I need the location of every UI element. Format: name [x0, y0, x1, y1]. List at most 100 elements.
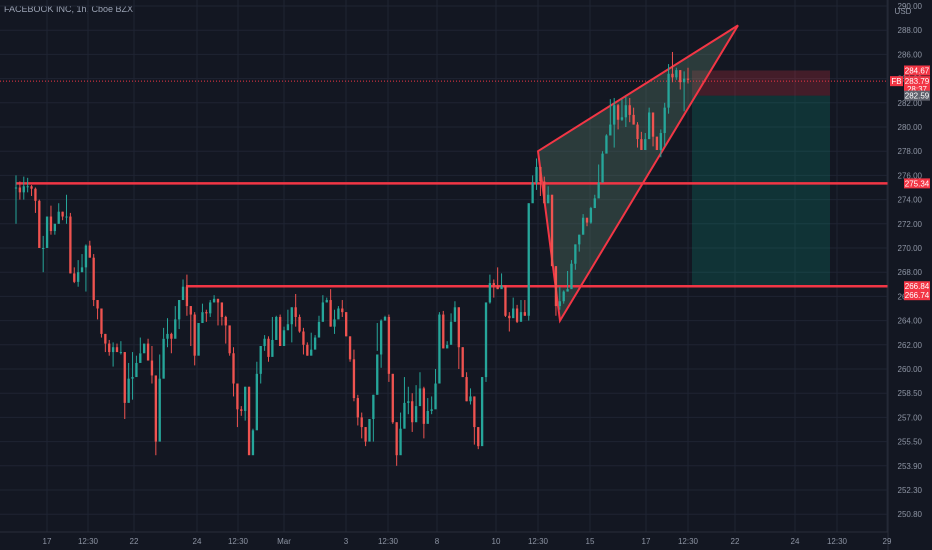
price-tag: 266.74 — [904, 290, 930, 301]
candle — [146, 338, 150, 361]
candle — [236, 383, 239, 428]
y-tick-label: 288.00 — [898, 26, 923, 35]
candle — [562, 290, 565, 304]
x-tick-label: 8 — [435, 537, 440, 546]
y-tick-label: 280.00 — [898, 123, 923, 132]
candle — [356, 394, 359, 426]
candle — [395, 422, 398, 466]
y-tick-label: 253.90 — [898, 462, 923, 471]
price-tag: 282.59 — [904, 90, 930, 101]
candle — [18, 181, 22, 200]
candle — [512, 297, 515, 319]
x-tick-label: 12:30 — [228, 537, 249, 546]
candle — [636, 122, 639, 148]
candle — [620, 99, 624, 121]
candle — [632, 107, 635, 125]
candle — [519, 300, 523, 322]
candle — [216, 298, 220, 326]
candle — [616, 104, 620, 130]
y-tick-label: 258.50 — [898, 389, 923, 398]
candle — [80, 254, 84, 273]
y-tick-label: 250.80 — [898, 510, 923, 519]
stop-zone — [692, 70, 830, 96]
candle — [111, 342, 115, 367]
candle — [127, 362, 130, 403]
candle — [42, 235, 45, 273]
candle — [570, 260, 573, 290]
candle — [438, 312, 441, 384]
candle — [119, 341, 123, 355]
price-tag: 266.84 — [904, 281, 930, 292]
candle — [247, 386, 251, 456]
x-tick-label: 17 — [43, 537, 52, 546]
candle — [84, 244, 88, 292]
x-tick-label: 12:30 — [78, 537, 99, 546]
candle — [108, 339, 111, 356]
candle — [442, 310, 445, 349]
candle — [372, 394, 375, 442]
x-tick-label: 24 — [791, 537, 800, 546]
svg-text:284.67: 284.67 — [905, 66, 930, 75]
candle — [465, 372, 468, 402]
x-tick-label: 12:30 — [827, 537, 848, 546]
candle — [531, 175, 534, 204]
candle — [267, 336, 270, 362]
candle — [480, 377, 484, 447]
y-tick-label: 257.00 — [898, 413, 923, 422]
candle — [53, 223, 57, 235]
candle — [434, 369, 437, 410]
candle — [655, 136, 659, 150]
price-tag: 284.67 — [904, 65, 930, 76]
candle — [298, 314, 301, 333]
candle — [651, 112, 655, 147]
candle — [430, 396, 433, 415]
candle — [177, 300, 181, 330]
candle — [162, 327, 165, 379]
price-tag: 275.34 — [904, 178, 930, 189]
rising-wedge — [536, 24, 739, 324]
candle — [550, 194, 554, 267]
candle — [251, 428, 255, 456]
y-tick-label: 286.00 — [898, 50, 923, 59]
y-tick-label: 252.30 — [898, 486, 923, 495]
y-tick-label: 262.00 — [898, 341, 923, 350]
candle — [185, 274, 189, 316]
candle — [115, 343, 119, 353]
y-tick-label: 260.00 — [898, 365, 923, 374]
y-tick-label: 264.00 — [898, 317, 923, 326]
candle — [154, 375, 158, 456]
candle — [578, 234, 581, 252]
candle — [453, 301, 457, 322]
candle — [515, 304, 519, 324]
candle — [345, 312, 348, 337]
candle — [449, 313, 453, 345]
candle — [325, 297, 328, 303]
candle — [589, 206, 593, 224]
candle — [628, 97, 631, 123]
candle — [543, 176, 546, 204]
candle — [601, 151, 604, 183]
candle — [527, 203, 530, 321]
svg-text:266.84: 266.84 — [905, 282, 930, 291]
candle — [574, 244, 577, 270]
candle — [255, 361, 258, 431]
svg-text:275.34: 275.34 — [905, 179, 930, 188]
candle — [49, 205, 53, 235]
candle — [581, 214, 585, 235]
candle — [45, 216, 49, 248]
candle — [317, 315, 321, 338]
price-tag: 28:37 — [904, 83, 930, 94]
symbol-title: FACEBOOK INC, 1h, Cboe BZX — [4, 4, 134, 14]
candle — [644, 133, 647, 150]
candle — [403, 377, 406, 429]
candle — [469, 388, 472, 405]
candle — [535, 158, 538, 190]
x-tick-label: 29 — [883, 537, 892, 546]
y-tick-label: 274.00 — [898, 196, 923, 205]
candle — [422, 386, 426, 439]
candle — [240, 406, 243, 416]
candle — [88, 240, 91, 258]
candle — [232, 347, 235, 397]
